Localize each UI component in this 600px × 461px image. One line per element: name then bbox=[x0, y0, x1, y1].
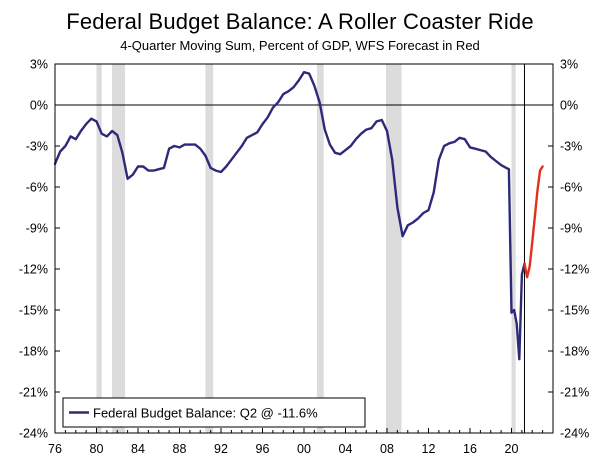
recession-band bbox=[205, 64, 214, 433]
y-tick-label-right: -21% bbox=[560, 386, 589, 400]
series-layer bbox=[53, 71, 544, 361]
x-tick-label: 08 bbox=[380, 442, 394, 456]
axis-ticks-layer: 3% 3% 0% 0% -3% -3% -6% -6% -9% -9% -12% -12% -15% -1… bbox=[19, 58, 589, 457]
recession-band bbox=[96, 64, 102, 433]
x-tick-label: 80 bbox=[90, 442, 104, 456]
series-line-actual bbox=[53, 71, 526, 361]
y-tick-label-right: -24% bbox=[560, 427, 589, 441]
chart-title: Federal Budget Balance: A Roller Coaster… bbox=[66, 9, 534, 34]
chart-legend: Federal Budget Balance: Q2 @ -11.6% bbox=[62, 397, 366, 428]
y-tick-label-left: -9% bbox=[26, 222, 48, 236]
x-tick-label: 96 bbox=[256, 442, 270, 456]
y-tick-label-left: -15% bbox=[19, 304, 48, 318]
y-tick-label-right: -12% bbox=[560, 263, 589, 277]
y-tick-label-left: -12% bbox=[19, 263, 48, 277]
legend-box bbox=[62, 397, 366, 428]
x-tick-label: 04 bbox=[339, 442, 353, 456]
recession-band bbox=[511, 64, 516, 433]
y-tick-label-right: 3% bbox=[560, 58, 578, 72]
reference-lines-layer bbox=[55, 64, 553, 433]
y-tick-label-left: -6% bbox=[26, 181, 48, 195]
y-tick-label-left: -3% bbox=[26, 140, 48, 154]
y-tick-label-right: 0% bbox=[560, 99, 578, 113]
x-tick-label: 88 bbox=[173, 442, 187, 456]
y-tick-label-right: -3% bbox=[560, 140, 582, 154]
plot-area-frame bbox=[54, 63, 554, 434]
x-tick-label: 16 bbox=[463, 442, 477, 456]
x-tick-label: 92 bbox=[214, 442, 228, 456]
y-tick-label-left: 3% bbox=[30, 58, 48, 72]
y-tick-label-right: -6% bbox=[560, 181, 582, 195]
recession-shading-layer bbox=[96, 64, 516, 433]
y-tick-label-right: -15% bbox=[560, 304, 589, 318]
chart-subtitle: 4-Quarter Moving Sum, Percent of GDP, WF… bbox=[120, 38, 480, 53]
x-tick-label: 00 bbox=[297, 442, 311, 456]
x-tick-label: 76 bbox=[48, 442, 62, 456]
recession-band bbox=[316, 64, 324, 433]
x-tick-label: 84 bbox=[131, 442, 145, 456]
y-tick-label-left: -24% bbox=[19, 427, 48, 441]
y-tick-label-left: -21% bbox=[19, 386, 48, 400]
y-tick-label-left: 0% bbox=[30, 99, 48, 113]
legend-label: Federal Budget Balance: Q2 @ -11.6% bbox=[93, 406, 318, 421]
x-tick-label: 20 bbox=[505, 442, 519, 456]
y-tick-label-right: -18% bbox=[560, 345, 589, 359]
recession-band bbox=[112, 64, 126, 433]
y-tick-label-left: -18% bbox=[19, 345, 48, 359]
y-tick-label-right: -9% bbox=[560, 222, 582, 236]
series-line-forecast bbox=[523, 165, 544, 279]
recession-band bbox=[385, 64, 402, 433]
x-tick-label: 12 bbox=[422, 442, 436, 456]
